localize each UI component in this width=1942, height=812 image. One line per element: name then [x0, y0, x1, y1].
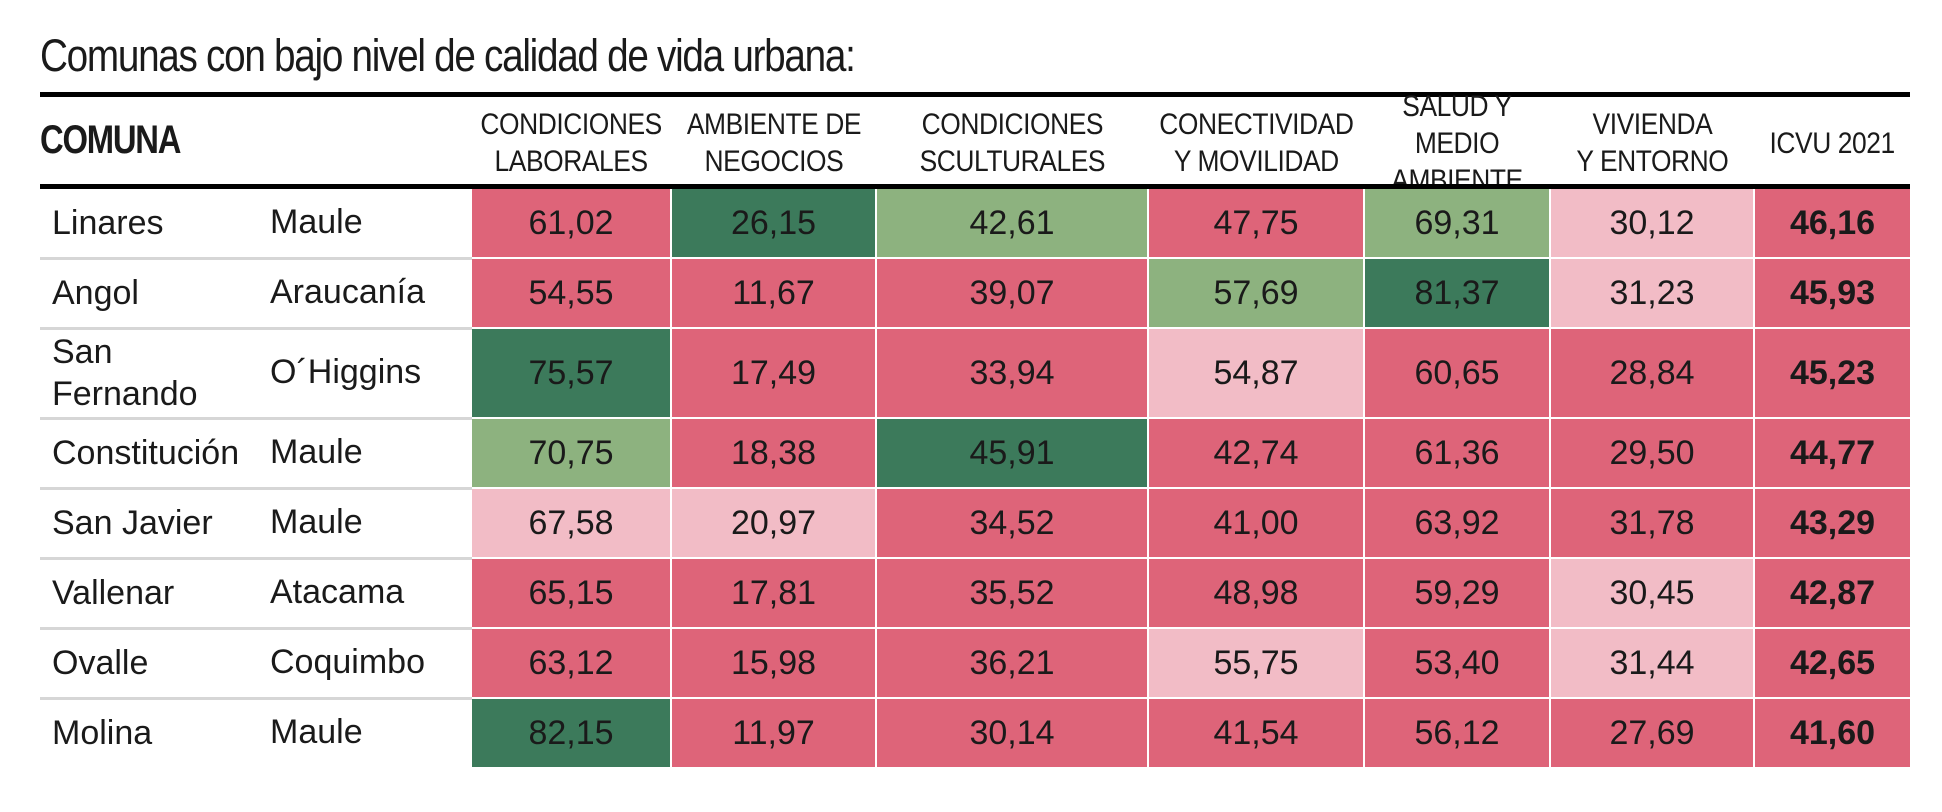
column-header: VIVIENDA Y ENTORNO — [1575, 108, 1729, 178]
icvu-cell: 42,87 — [1755, 559, 1910, 627]
data-cell: 42,61 — [877, 189, 1147, 257]
row-separator — [40, 697, 472, 700]
data-cell: 17,81 — [672, 559, 875, 627]
data-cell: 39,07 — [877, 259, 1147, 327]
data-cell: 60,65 — [1365, 329, 1549, 417]
data-cell: 69,31 — [1365, 189, 1549, 257]
header-comuna: COMUNA — [40, 118, 181, 162]
icvu-cell: 45,93 — [1755, 259, 1910, 327]
row-separator — [40, 327, 472, 330]
comuna-name: Angol — [52, 274, 139, 312]
column-header: CONDICIONES LABORALES — [480, 108, 662, 178]
top-rule — [40, 92, 1910, 97]
row-separator — [40, 487, 472, 490]
column-header: CONECTIVIDAD Y MOVILIDAD — [1158, 108, 1354, 178]
row-separator — [40, 417, 472, 420]
data-cell: 65,15 — [472, 559, 670, 627]
data-cell: 27,69 — [1551, 699, 1753, 767]
data-cell: 30,12 — [1551, 189, 1753, 257]
row-separator — [40, 557, 472, 560]
data-cell: 75,57 — [472, 329, 670, 417]
data-cell: 33,94 — [877, 329, 1147, 417]
column-header: ICVU 2021 — [1769, 126, 1896, 160]
data-cell: 42,74 — [1149, 419, 1363, 487]
column-header: SALUD Y MEDIO AMBIENTE — [1391, 89, 1523, 197]
data-cell: 41,00 — [1149, 489, 1363, 557]
data-cell: 41,54 — [1149, 699, 1363, 767]
icvu-cell: 43,29 — [1755, 489, 1910, 557]
data-cell: 17,49 — [672, 329, 875, 417]
data-cell: 63,12 — [472, 629, 670, 697]
data-cell: 53,40 — [1365, 629, 1549, 697]
data-cell: 35,52 — [877, 559, 1147, 627]
data-cell: 67,58 — [472, 489, 670, 557]
data-cell: 55,75 — [1149, 629, 1363, 697]
data-cell: 54,87 — [1149, 329, 1363, 417]
comuna-name: Constitución — [52, 434, 240, 472]
data-cell: 30,45 — [1551, 559, 1753, 627]
data-cell: 61,02 — [472, 189, 670, 257]
data-cell: 15,98 — [672, 629, 875, 697]
data-cell: 59,29 — [1365, 559, 1549, 627]
data-cell: 47,75 — [1149, 189, 1363, 257]
header-rule — [40, 184, 1910, 189]
data-cell: 70,75 — [472, 419, 670, 487]
icvu-cell: 41,60 — [1755, 699, 1910, 767]
region-name: Coquimbo — [270, 643, 425, 681]
region-name: Maule — [270, 503, 363, 541]
data-cell: 31,44 — [1551, 629, 1753, 697]
region-name: Maule — [270, 203, 363, 241]
comuna-name: San Fernando — [52, 333, 198, 413]
comuna-name: Vallenar — [52, 574, 175, 612]
region-name: O´Higgins — [270, 353, 422, 391]
data-cell: 45,91 — [877, 419, 1147, 487]
data-cell: 57,69 — [1149, 259, 1363, 327]
data-cell: 18,38 — [672, 419, 875, 487]
data-cell: 31,78 — [1551, 489, 1753, 557]
data-cell: 63,92 — [1365, 489, 1549, 557]
icvu-cell: 45,23 — [1755, 329, 1910, 417]
row-separator — [40, 257, 472, 260]
data-cell: 36,21 — [877, 629, 1147, 697]
row-separator — [40, 627, 472, 630]
region-name: Maule — [270, 433, 363, 471]
data-cell: 30,14 — [877, 699, 1147, 767]
icvu-cell: 42,65 — [1755, 629, 1910, 697]
column-header: AMBIENTE DE NEGOCIOS — [686, 108, 861, 178]
data-cell: 29,50 — [1551, 419, 1753, 487]
data-cell: 11,67 — [672, 259, 875, 327]
data-cell: 26,15 — [672, 189, 875, 257]
icvu-cell: 46,16 — [1755, 189, 1910, 257]
data-cell: 20,97 — [672, 489, 875, 557]
data-cell: 81,37 — [1365, 259, 1549, 327]
data-cell: 11,97 — [672, 699, 875, 767]
data-cell: 61,36 — [1365, 419, 1549, 487]
comuna-name: Linares — [52, 204, 164, 242]
comuna-name: Molina — [52, 714, 153, 752]
data-cell: 31,23 — [1551, 259, 1753, 327]
data-cell: 34,52 — [877, 489, 1147, 557]
data-cell: 56,12 — [1365, 699, 1549, 767]
column-header: CONDICIONES SCULTURALES — [919, 108, 1105, 178]
region-name: Atacama — [270, 573, 405, 611]
region-name: Araucanía — [270, 273, 425, 311]
comuna-name: Ovalle — [52, 644, 149, 682]
chart-title: Comunas con bajo nivel de calidad de vid… — [40, 30, 856, 81]
data-cell: 82,15 — [472, 699, 670, 767]
data-cell: 48,98 — [1149, 559, 1363, 627]
comuna-name: San Javier — [52, 504, 213, 542]
icvu-cell: 44,77 — [1755, 419, 1910, 487]
data-cell: 54,55 — [472, 259, 670, 327]
data-cell: 28,84 — [1551, 329, 1753, 417]
region-name: Maule — [270, 713, 363, 751]
